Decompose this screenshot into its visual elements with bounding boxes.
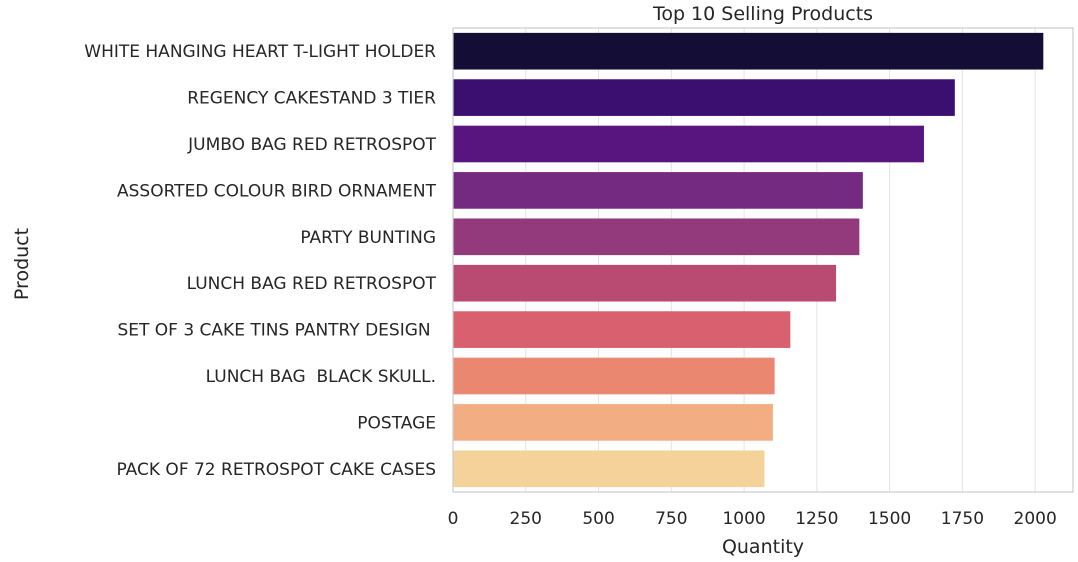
y-category-label: POSTAGE bbox=[357, 413, 436, 433]
y-category-label: JUMBO BAG RED RETROSPOT bbox=[187, 135, 436, 155]
y-category-label: PACK OF 72 RETROSPOT CAKE CASES bbox=[117, 460, 436, 480]
y-category-label: WHITE HANGING HEART T-LIGHT HOLDER bbox=[84, 42, 436, 62]
y-category-label: REGENCY CAKESTAND 3 TIER bbox=[187, 89, 436, 109]
bar bbox=[453, 311, 791, 348]
bars bbox=[453, 32, 1044, 488]
y-category-label: ASSORTED COLOUR BIRD ORNAMENT bbox=[117, 181, 437, 201]
x-tick-label: 250 bbox=[510, 509, 542, 529]
y-category-label: LUNCH BAG BLACK SKULL. bbox=[206, 367, 436, 387]
x-tick-label: 750 bbox=[655, 509, 687, 529]
bar bbox=[453, 450, 765, 488]
bar bbox=[453, 32, 1044, 70]
bar bbox=[453, 172, 863, 209]
bar bbox=[453, 79, 955, 116]
x-tick-labels: 0 250 500 750 1000 1250 1500 1750 2000 bbox=[448, 509, 1057, 529]
bar bbox=[453, 357, 775, 395]
x-axis-label: Quantity bbox=[722, 536, 804, 558]
y-category-label: LUNCH BAG RED RETROSPOT bbox=[187, 274, 437, 294]
plot-frame bbox=[452, 27, 1074, 493]
bar bbox=[453, 404, 773, 441]
y-category-labels: WHITE HANGING HEART T-LIGHT HOLDER REGENC… bbox=[84, 42, 436, 480]
bar bbox=[453, 218, 860, 256]
x-tick-label: 1750 bbox=[941, 509, 984, 529]
x-tick-label: 1250 bbox=[795, 509, 838, 529]
bar bbox=[453, 264, 837, 302]
bar bbox=[453, 125, 924, 163]
y-axis-label: Product bbox=[11, 228, 33, 300]
chart-title: Top 10 Selling Products bbox=[652, 3, 873, 25]
x-tick-label: 1500 bbox=[868, 509, 911, 529]
x-tick-label: 500 bbox=[582, 509, 614, 529]
y-category-label: PARTY BUNTING bbox=[300, 228, 436, 248]
x-tick-label: 1000 bbox=[722, 509, 765, 529]
y-category-label: SET OF 3 CAKE TINS PANTRY DESIGN bbox=[117, 321, 436, 341]
x-tick-label: 2000 bbox=[1014, 509, 1057, 529]
x-tick-label: 0 bbox=[448, 509, 459, 529]
